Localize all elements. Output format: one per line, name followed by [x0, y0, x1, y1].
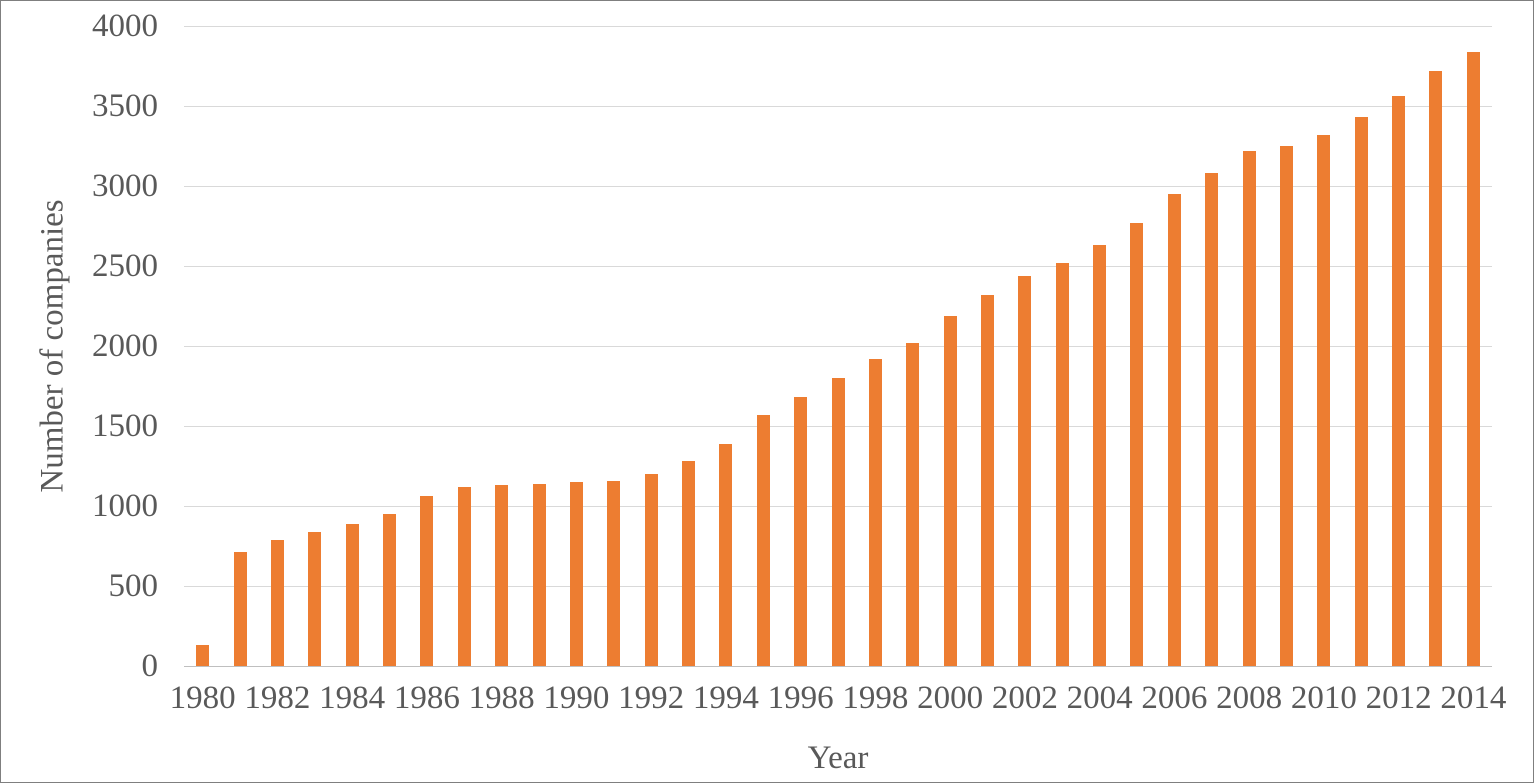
plot-area — [184, 26, 1492, 667]
bar-1997 — [831, 378, 845, 666]
bar-1993 — [682, 461, 695, 666]
bar-2012 — [1392, 96, 1406, 666]
bar-1982 — [270, 539, 284, 666]
bar-1991 — [607, 481, 621, 666]
x-tick-label-1986: 1986 — [393, 680, 460, 716]
gridline-4000 — [184, 26, 1492, 27]
bar-1998 — [868, 358, 882, 666]
y-tick-label-3500: 3500 — [92, 88, 158, 124]
bar-1995 — [756, 414, 770, 666]
bar-2013 — [1429, 70, 1443, 666]
bar-2007 — [1205, 173, 1219, 666]
bar-1981 — [233, 552, 247, 666]
x-tick-label-2014: 2014 — [1440, 680, 1507, 716]
bar-1983 — [308, 531, 322, 666]
bar-2003 — [1055, 262, 1069, 666]
y-tick-label-4000: 4000 — [92, 8, 158, 44]
x-tick-label-1980: 1980 — [169, 680, 236, 716]
x-tick-label-2010: 2010 — [1290, 680, 1357, 716]
bar-1994 — [719, 443, 733, 666]
bar-2009 — [1279, 146, 1293, 666]
bar-1996 — [794, 397, 808, 666]
x-tick-label-1984: 1984 — [319, 680, 386, 716]
bar-2005 — [1130, 222, 1144, 666]
x-tick-label-1998: 1998 — [842, 680, 909, 716]
gridline-2500 — [184, 266, 1492, 267]
y-tick-label-500: 500 — [108, 568, 159, 604]
bar-1999 — [906, 342, 920, 666]
gridline-2000 — [184, 346, 1492, 347]
x-tick-label-1982: 1982 — [244, 680, 311, 716]
bar-2001 — [980, 294, 994, 666]
x-tick-label-2004: 2004 — [1066, 680, 1133, 716]
bar-1986 — [420, 496, 434, 666]
x-tick-label-2002: 2002 — [991, 680, 1058, 716]
bar-2011 — [1354, 117, 1368, 666]
x-axis-line — [184, 666, 1492, 667]
y-tick-label-1500: 1500 — [92, 408, 158, 444]
x-tick-label-2006: 2006 — [1141, 680, 1208, 716]
bar-2010 — [1317, 134, 1331, 666]
gridline-3500 — [184, 106, 1492, 107]
y-tick-label-2500: 2500 — [92, 248, 158, 284]
x-tick-label-2012: 2012 — [1365, 680, 1432, 716]
gridline-3000 — [184, 186, 1492, 187]
x-tick-label-1990: 1990 — [543, 680, 610, 716]
bar-2006 — [1167, 194, 1181, 666]
bar-2014 — [1466, 51, 1480, 666]
y-tick-label-2000: 2000 — [92, 328, 158, 364]
y-tick-label-3000: 3000 — [92, 168, 158, 204]
x-tick-label-2000: 2000 — [917, 680, 984, 716]
bar-1992 — [644, 474, 658, 666]
bar-1984 — [345, 523, 359, 666]
bar-2000 — [943, 315, 957, 666]
x-tick-label-1996: 1996 — [767, 680, 834, 716]
bar-1985 — [383, 514, 397, 666]
bar-1990 — [569, 482, 583, 666]
bar-1988 — [495, 485, 509, 666]
bar-1989 — [532, 483, 546, 666]
x-tick-label-1992: 1992 — [618, 680, 685, 716]
bar-1987 — [457, 486, 471, 666]
y-tick-label-1000: 1000 — [92, 488, 158, 524]
bar-2004 — [1093, 245, 1107, 666]
bar-2008 — [1242, 150, 1256, 666]
bar-1980 — [196, 645, 210, 666]
bar-2002 — [1018, 275, 1032, 666]
x-tick-label-2008: 2008 — [1216, 680, 1283, 716]
x-tick-label-1988: 1988 — [468, 680, 535, 716]
x-axis-title: Year — [807, 740, 869, 776]
y-tick-label-0: 0 — [141, 648, 159, 684]
x-tick-label-1994: 1994 — [692, 680, 759, 716]
